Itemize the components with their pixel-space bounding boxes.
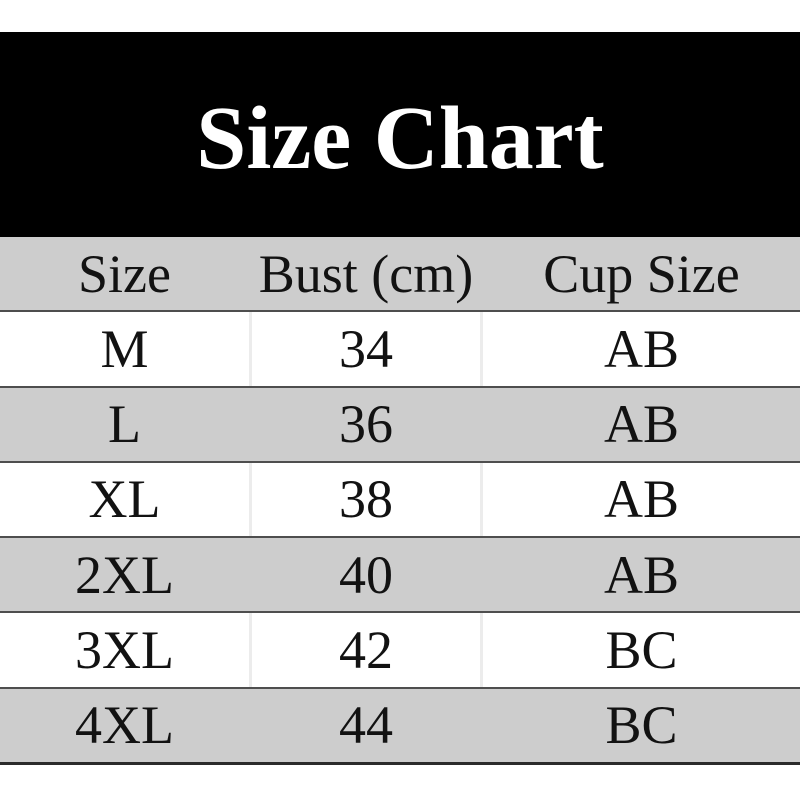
size-value: 2XL	[75, 544, 174, 605]
cup-size-value: AB	[603, 394, 679, 455]
table-row: 2XL 40 AB	[0, 538, 800, 614]
bust-value: 42	[249, 613, 483, 687]
size-chart-table: Size Bust (cm) Cup Size M 34 AB L 36 AB …	[0, 237, 800, 765]
table-row: M 34 AB	[0, 312, 800, 388]
title-banner: Size Chart	[0, 32, 800, 237]
table-row: 4XL 44 BC	[0, 688, 800, 765]
column-header-size: Size	[78, 243, 171, 304]
bust-value: 40	[339, 544, 393, 605]
table-row: XL 38 AB	[0, 462, 800, 539]
size-value: 4XL	[75, 695, 174, 756]
page-title: Size Chart	[196, 88, 604, 188]
bust-value: 36	[339, 394, 393, 455]
size-value: XL	[88, 469, 161, 530]
size-value: 3XL	[75, 620, 174, 681]
bust-value: 38	[249, 462, 483, 537]
bust-value: 44	[339, 695, 393, 756]
table-header-row: Size Bust (cm) Cup Size	[0, 237, 800, 313]
cup-size-value: AB	[603, 318, 679, 379]
column-header-cup-size: Cup Size	[543, 243, 740, 304]
table-row: 3XL 42 BC	[0, 613, 800, 689]
cup-size-value: BC	[605, 695, 678, 756]
bust-value: 34	[249, 312, 483, 386]
cup-size-value: AB	[603, 544, 679, 605]
table-row: L 36 AB	[0, 387, 800, 463]
size-value: L	[108, 394, 141, 455]
cup-size-value: BC	[605, 620, 678, 681]
cup-size-value: AB	[603, 469, 679, 530]
size-value: M	[100, 318, 149, 379]
column-header-bust: Bust (cm)	[258, 243, 474, 304]
